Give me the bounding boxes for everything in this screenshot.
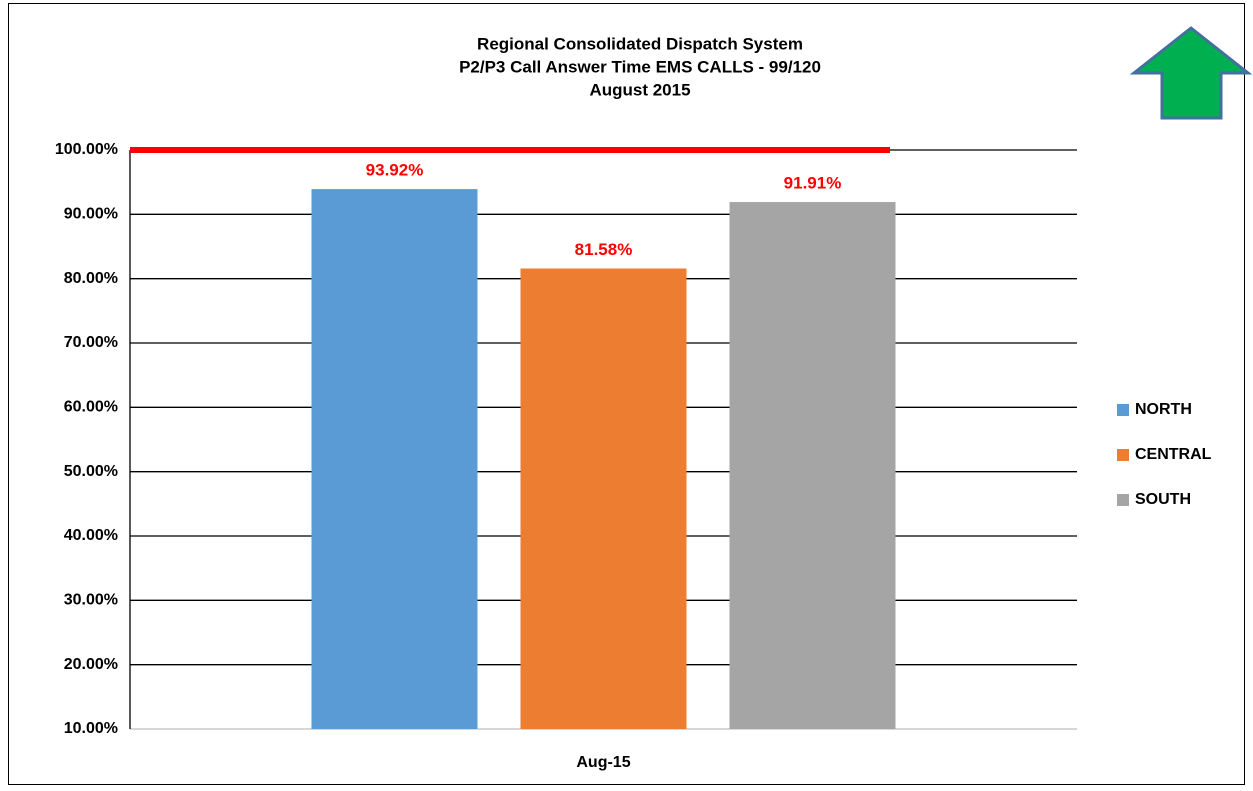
legend-swatch	[1117, 449, 1129, 461]
up-arrow-icon	[1129, 26, 1253, 120]
y-tick-label: 40.00%	[64, 527, 118, 544]
chart-title: Regional Consolidated Dispatch System	[477, 34, 803, 53]
y-tick-label: 20.00%	[64, 656, 118, 673]
bar	[729, 202, 896, 730]
legend-swatch	[1117, 494, 1129, 506]
bar	[520, 268, 687, 729]
value-label: 91.91%	[784, 174, 842, 193]
value-label: 93.92%	[366, 161, 424, 180]
x-tick-label: Aug-15	[576, 754, 630, 771]
y-tick-label: 60.00%	[64, 399, 118, 416]
y-tick-label: 10.00%	[64, 720, 118, 737]
legend-label: NORTH	[1135, 401, 1192, 418]
bar	[311, 189, 478, 729]
y-tick-label: 30.00%	[64, 592, 118, 609]
chart-subtitle: August 2015	[589, 80, 690, 99]
legend-swatch	[1117, 404, 1129, 416]
legend-label: CENTRAL	[1135, 446, 1212, 463]
y-tick-label: 70.00%	[64, 334, 118, 351]
value-label: 81.58%	[575, 240, 633, 259]
y-tick-label: 80.00%	[64, 270, 118, 287]
y-tick-label: 90.00%	[64, 206, 118, 223]
legend-label: SOUTH	[1135, 491, 1191, 508]
chart-subtitle: P2/P3 Call Answer Time EMS CALLS - 99/12…	[459, 57, 821, 76]
y-tick-label: 100.00%	[55, 141, 118, 158]
y-tick-label: 50.00%	[64, 463, 118, 480]
